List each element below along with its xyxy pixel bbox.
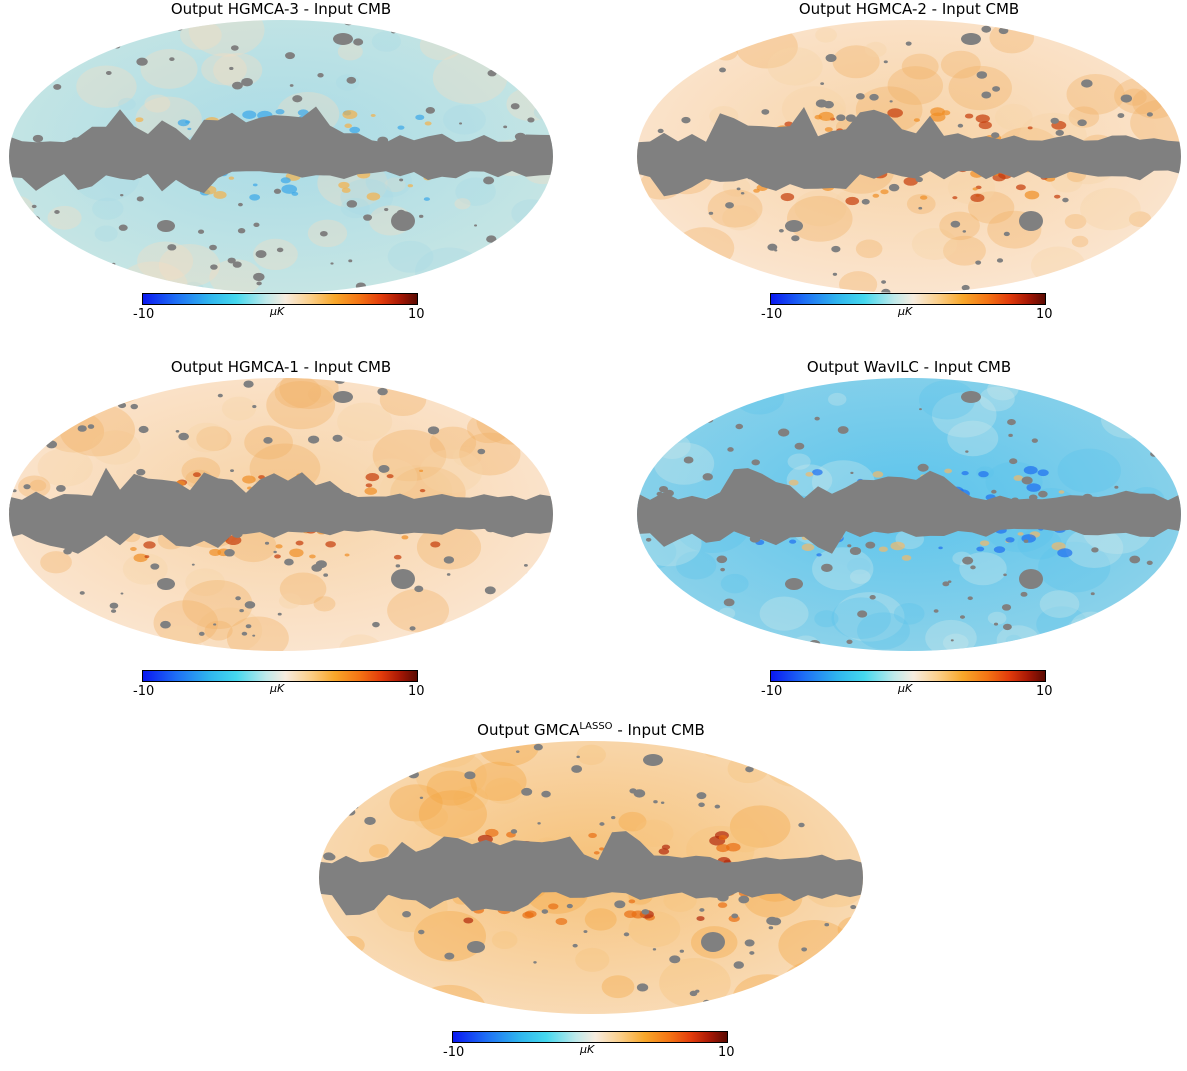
colorbar-gradient bbox=[452, 1031, 728, 1043]
panel-title: Output HGMCA-3 - Input CMB bbox=[170, 0, 392, 18]
mollweide-map bbox=[637, 20, 1181, 293]
colorbar-max-label: 10 bbox=[1036, 684, 1053, 699]
colorbar-unit-label: μK bbox=[270, 682, 285, 695]
colorbar-min-label: -10 bbox=[761, 684, 783, 699]
colorbar-unit-label: μK bbox=[270, 305, 285, 318]
colorbar: -10 μK 10 bbox=[761, 293, 1053, 343]
colorbar-gradient bbox=[142, 293, 418, 305]
colorbar: -10 μK 10 bbox=[133, 293, 425, 343]
panel-title: Output HGMCA-2 - Input CMB bbox=[798, 0, 1020, 18]
mollweide-map bbox=[9, 378, 553, 651]
mollweide-map bbox=[319, 741, 863, 1014]
title-superscript: LASSO bbox=[579, 721, 613, 732]
colorbar-gradient bbox=[770, 670, 1046, 682]
colorbar-gradient bbox=[142, 670, 418, 682]
panel-gmca-lasso: Output GMCALASSO - Input CMB -10 μK 10 bbox=[318, 718, 864, 1068]
mollweide-map bbox=[9, 20, 553, 293]
colorbar-max-label: 10 bbox=[408, 684, 425, 699]
panel-hgmca-1: Output HGMCA-1 - Input CMB -10 μK 10 bbox=[8, 358, 554, 703]
colorbar: -10 μK 10 bbox=[133, 670, 425, 720]
panel-hgmca-2: Output HGMCA-2 - Input CMB -10 μK 10 bbox=[636, 0, 1182, 345]
mollweide-map bbox=[637, 378, 1181, 651]
colorbar: -10 μK 10 bbox=[443, 1031, 735, 1071]
colorbar-unit-label: μK bbox=[580, 1043, 595, 1056]
colorbar-gradient bbox=[770, 293, 1046, 305]
panel-wavilc: Output WavILC - Input CMB -10 μK 10 bbox=[636, 358, 1182, 703]
colorbar-min-label: -10 bbox=[443, 1045, 465, 1060]
panel-title: Output WavILC - Input CMB bbox=[806, 358, 1012, 376]
colorbar-max-label: 10 bbox=[408, 307, 425, 322]
panel-hgmca-3: Output HGMCA-3 - Input CMB -10 μK 10 bbox=[8, 0, 554, 345]
colorbar-max-label: 10 bbox=[1036, 307, 1053, 322]
colorbar-max-label: 10 bbox=[718, 1045, 735, 1060]
colorbar-unit-label: μK bbox=[898, 305, 913, 318]
title-suffix: - Input CMB bbox=[612, 721, 705, 739]
colorbar-min-label: -10 bbox=[133, 684, 155, 699]
title-prefix: Output GMCA bbox=[477, 721, 580, 739]
colorbar: -10 μK 10 bbox=[761, 670, 1053, 720]
colorbar-min-label: -10 bbox=[133, 307, 155, 322]
colorbar-min-label: -10 bbox=[761, 307, 783, 322]
panel-title: Output GMCALASSO - Input CMB bbox=[318, 718, 864, 739]
panel-title: Output HGMCA-1 - Input CMB bbox=[170, 358, 392, 376]
colorbar-unit-label: μK bbox=[898, 682, 913, 695]
